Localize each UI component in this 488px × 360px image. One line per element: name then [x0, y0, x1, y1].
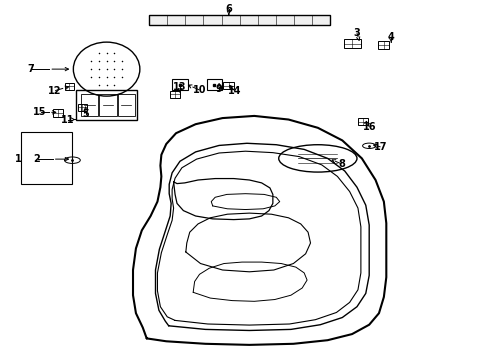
Text: 3: 3	[353, 28, 360, 38]
Text: 9: 9	[215, 84, 222, 94]
Text: 17: 17	[373, 142, 386, 152]
Bar	[117, 94, 135, 116]
Bar	[64, 83, 74, 90]
Text: 4: 4	[387, 32, 394, 42]
Text: 16: 16	[362, 122, 375, 132]
Bar	[78, 104, 86, 111]
Text: 11: 11	[61, 114, 74, 125]
Text: 1: 1	[15, 154, 22, 164]
Text: 15: 15	[33, 107, 47, 117]
Bar	[343, 39, 360, 48]
Bar	[357, 118, 367, 125]
Text: 5: 5	[82, 109, 89, 120]
Text: 6: 6	[225, 4, 232, 14]
Text: 12: 12	[48, 86, 61, 96]
Bar	[378, 41, 388, 49]
Text: 8: 8	[337, 159, 344, 169]
Bar	[53, 109, 62, 117]
Text: 13: 13	[173, 82, 186, 92]
Bar	[20, 132, 72, 184]
Bar	[170, 91, 180, 98]
Text: 14: 14	[227, 86, 241, 96]
Text: 10: 10	[192, 85, 206, 95]
Bar	[81, 94, 98, 116]
Bar	[76, 90, 137, 120]
Bar	[172, 79, 187, 90]
Text: 7: 7	[27, 64, 34, 74]
Bar	[206, 79, 221, 90]
Bar	[223, 82, 234, 89]
Bar	[99, 94, 116, 116]
Text: 2: 2	[33, 154, 40, 164]
Bar	[149, 15, 329, 25]
